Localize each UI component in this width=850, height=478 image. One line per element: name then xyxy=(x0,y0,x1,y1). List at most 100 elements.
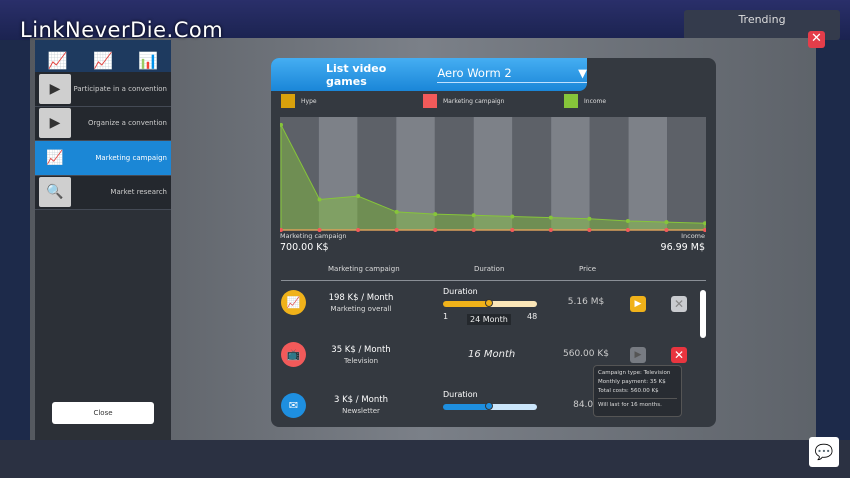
monthly-cost: 3 K$ / Month xyxy=(333,395,388,405)
divider xyxy=(598,398,677,399)
chart-column-band xyxy=(473,117,513,230)
income-point xyxy=(317,197,322,202)
income-point xyxy=(664,220,669,225)
income-point xyxy=(433,212,438,217)
income-point xyxy=(703,221,706,226)
marketing-point xyxy=(280,228,283,232)
duration-value: 16 Month xyxy=(468,349,516,360)
chart-icon: 📈 xyxy=(93,51,113,70)
monthly-cost: 198 K$ / Month xyxy=(328,293,394,303)
selected-game: Aero Worm 2 xyxy=(437,66,512,80)
chart-icon: 📊 xyxy=(138,51,159,70)
income-point xyxy=(356,194,361,199)
marketing-point xyxy=(587,228,592,232)
close-icon[interactable]: ✕ xyxy=(808,31,825,48)
chart-icon: 📈 xyxy=(47,51,68,70)
slider-handle[interactable] xyxy=(485,299,493,307)
chart-column-band xyxy=(667,117,706,230)
campaign-type: Marketing overall xyxy=(330,305,392,313)
income-point xyxy=(280,122,283,127)
campaign-type: Newsletter xyxy=(342,407,380,415)
convention-icon: ▶ xyxy=(39,73,71,104)
start-campaign-button[interactable]: ▶ xyxy=(630,347,646,363)
chevron-down-icon: ▼ xyxy=(578,66,587,80)
watermark: LinkNeverDie.Com xyxy=(20,18,224,42)
marketing-point xyxy=(394,228,399,232)
income-point xyxy=(471,213,476,218)
marketing-point xyxy=(471,228,476,232)
sidebar-item-market-research[interactable]: 🔍 Market research xyxy=(35,175,171,210)
campaign-type: Television xyxy=(343,357,379,365)
monthly-cost: 35 K$ / Month xyxy=(331,345,391,355)
duration-slider[interactable] xyxy=(443,402,537,410)
marketing-total: 700.00 K$ xyxy=(280,242,329,253)
campaign-row-newsletter: ✉ 3 K$ / Month Newsletter Duration 84.00 xyxy=(271,383,716,427)
chart-column-band xyxy=(318,117,358,230)
tooltip-total: Total costs: 560.00 K$ xyxy=(598,388,659,394)
income-point xyxy=(625,218,630,223)
marketing-point xyxy=(510,228,515,232)
clipboard-search-icon: 🔍 xyxy=(39,177,71,208)
game-toolbar-background xyxy=(0,440,850,478)
game-dropdown[interactable]: Aero Worm 2 ▼ xyxy=(437,66,587,83)
tooltip-duration: Will last for 16 months. xyxy=(598,402,662,408)
divider xyxy=(281,280,706,281)
slider-max: 48 xyxy=(527,312,538,321)
game-selector-header: List video games Aero Worm 2 ▼ xyxy=(271,58,587,91)
duration-label: Duration xyxy=(443,287,478,296)
income-point xyxy=(548,215,553,220)
sidebar-item-participate-convention[interactable]: ▶ Participate in a convention xyxy=(35,72,171,107)
legend-income: Income xyxy=(564,94,606,108)
legend-marketing: Marketing campaign xyxy=(423,94,504,108)
sidebar-item-marketing-campaign[interactable]: 📈 Marketing campaign xyxy=(35,141,171,176)
price: 84.00 xyxy=(573,400,599,410)
cancel-campaign-button[interactable]: ✕ xyxy=(671,347,687,363)
scrollbar[interactable] xyxy=(700,290,706,338)
campaign-row-television: 📺 35 K$ / Month Television 16 Month 560.0… xyxy=(271,332,716,382)
newsletter-icon: ✉ xyxy=(281,393,306,418)
header-title: List video games xyxy=(326,61,387,88)
television-icon: 📺 xyxy=(281,342,306,367)
duration-label: Duration xyxy=(443,390,478,399)
income-point xyxy=(394,209,399,214)
income-total: 96.99 M$ xyxy=(660,242,705,253)
chart-column-band xyxy=(628,117,668,230)
slider-min: 1 xyxy=(443,312,449,321)
cancel-campaign-button[interactable]: ✕ xyxy=(671,296,687,312)
start-campaign-button[interactable]: ▶ xyxy=(630,296,646,312)
tooltip-type: Campaign type: Television xyxy=(598,370,671,376)
chart-column-band xyxy=(589,117,629,230)
sidebar-header: 📈 📈 📊 xyxy=(35,40,171,72)
left-axis-label: Marketing campaign xyxy=(280,232,347,240)
legend-hype: Hype xyxy=(281,94,317,108)
chart-column-band xyxy=(512,117,552,230)
marketing-point xyxy=(664,228,669,232)
slider-handle[interactable] xyxy=(485,402,493,410)
marketing-point xyxy=(625,228,630,232)
campaign-row-marketing-overall: 📈 198 K$ / Month Marketing overall Durati… xyxy=(271,280,716,330)
marketing-point xyxy=(548,228,553,232)
col-header-duration: Duration xyxy=(474,265,505,273)
sidebar-item-organize-convention[interactable]: ▶ Organize a convention xyxy=(35,106,171,141)
price: 560.00 K$ xyxy=(563,349,609,359)
chart-column-band xyxy=(434,117,474,230)
tooltip-monthly: Monthly payment: 35 K$ xyxy=(598,379,666,385)
income-chart xyxy=(280,117,706,232)
col-header-campaign: Marketing campaign xyxy=(328,265,400,273)
income-point xyxy=(510,214,515,219)
chart-up-icon: 📈 xyxy=(46,149,64,166)
twitch-icon[interactable]: 💬 xyxy=(809,437,839,467)
chart-column-band xyxy=(357,117,397,230)
income-point xyxy=(587,216,592,221)
organize-convention-icon: ▶ xyxy=(39,108,71,139)
close-button[interactable]: Close xyxy=(52,402,154,424)
campaign-tooltip: Campaign type: Television Monthly paymen… xyxy=(593,365,682,417)
col-header-price: Price xyxy=(579,265,597,273)
sidebar: 📈 📈 📊 ▶ Participate in a convention ▶ Organi… xyxy=(35,40,171,440)
duration-slider[interactable] xyxy=(443,299,537,307)
slider-value: 24 Month xyxy=(467,314,511,325)
chart-up-icon: 📈 xyxy=(281,290,306,315)
marketing-point xyxy=(317,228,322,232)
chart-column-band xyxy=(551,117,590,230)
marketing-point xyxy=(356,228,361,232)
